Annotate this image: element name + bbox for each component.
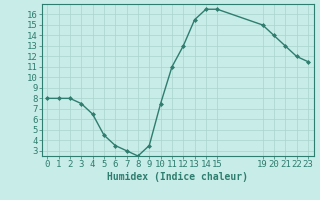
X-axis label: Humidex (Indice chaleur): Humidex (Indice chaleur) xyxy=(107,172,248,182)
